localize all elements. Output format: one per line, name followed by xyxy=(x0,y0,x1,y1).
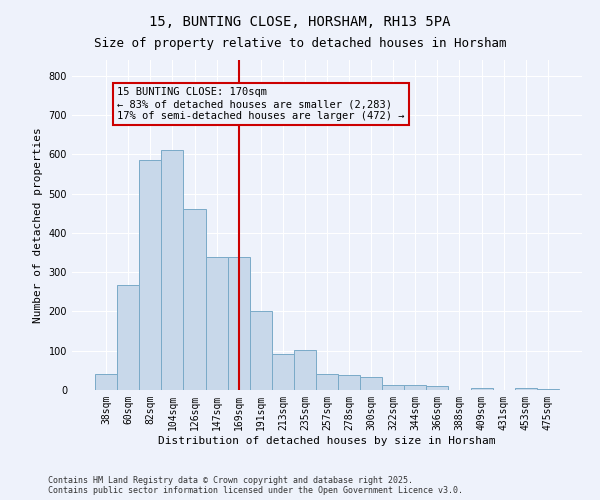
Text: 15, BUNTING CLOSE, HORSHAM, RH13 5PA: 15, BUNTING CLOSE, HORSHAM, RH13 5PA xyxy=(149,15,451,29)
Bar xyxy=(206,257,227,390)
Bar xyxy=(360,377,382,390)
Y-axis label: Number of detached properties: Number of detached properties xyxy=(33,127,43,323)
Bar xyxy=(404,385,427,390)
Bar xyxy=(227,257,250,390)
Bar xyxy=(95,374,117,390)
Bar xyxy=(316,374,338,390)
Bar xyxy=(272,354,294,390)
X-axis label: Distribution of detached houses by size in Horsham: Distribution of detached houses by size … xyxy=(158,436,496,446)
Bar xyxy=(470,388,493,390)
Text: Size of property relative to detached houses in Horsham: Size of property relative to detached ho… xyxy=(94,38,506,51)
Bar xyxy=(139,160,161,390)
Text: 15 BUNTING CLOSE: 170sqm
← 83% of detached houses are smaller (2,283)
17% of sem: 15 BUNTING CLOSE: 170sqm ← 83% of detach… xyxy=(117,88,405,120)
Bar xyxy=(338,375,360,390)
Text: Contains HM Land Registry data © Crown copyright and database right 2025.
Contai: Contains HM Land Registry data © Crown c… xyxy=(48,476,463,495)
Bar xyxy=(184,210,206,390)
Bar xyxy=(537,389,559,390)
Bar xyxy=(250,312,272,390)
Bar xyxy=(382,385,404,390)
Bar xyxy=(117,284,139,390)
Bar xyxy=(515,388,537,390)
Bar xyxy=(427,386,448,390)
Bar xyxy=(294,350,316,390)
Bar xyxy=(161,150,184,390)
